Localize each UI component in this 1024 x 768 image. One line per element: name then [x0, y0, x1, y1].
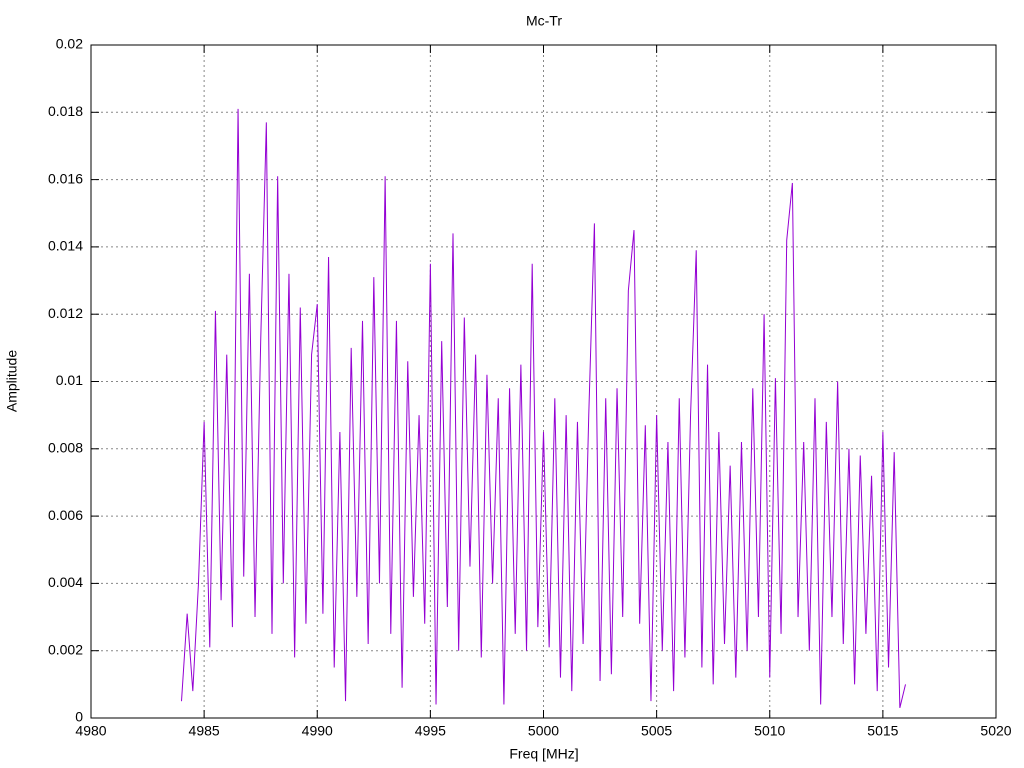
x-tick-label: 5005 — [641, 723, 672, 739]
y-tick-label: 0.018 — [48, 103, 83, 119]
y-tick-label: 0.014 — [48, 238, 83, 254]
chart-title: Mc-Tr — [526, 13, 562, 29]
x-axis-label: Freq [MHz] — [509, 746, 578, 762]
x-tick-label: 5000 — [528, 723, 559, 739]
y-axis-label: Amplitude — [4, 350, 20, 412]
y-tick-label: 0.002 — [48, 641, 83, 657]
x-tick-label: 5020 — [980, 723, 1011, 739]
x-tick-label: 4980 — [75, 723, 106, 739]
y-tick-label: 0.01 — [56, 372, 83, 388]
x-tick-label: 4990 — [302, 723, 333, 739]
data-line — [181, 108, 906, 709]
y-tick-label: 0.012 — [48, 305, 83, 321]
y-tick-label: 0.02 — [56, 36, 83, 52]
y-tick-label: 0.016 — [48, 170, 83, 186]
plot — [181, 108, 906, 709]
x-tick-label: 4995 — [415, 723, 446, 739]
y-tick-label: 0.004 — [48, 574, 83, 590]
y-tick-label: 0 — [75, 709, 83, 725]
x-tick-label: 5015 — [867, 723, 898, 739]
y-tick-label: 0.008 — [48, 440, 83, 456]
grid — [91, 45, 996, 718]
x-tick-label: 5010 — [754, 723, 785, 739]
x-tick-label: 4985 — [189, 723, 220, 739]
y-tick-label: 0.006 — [48, 507, 83, 523]
